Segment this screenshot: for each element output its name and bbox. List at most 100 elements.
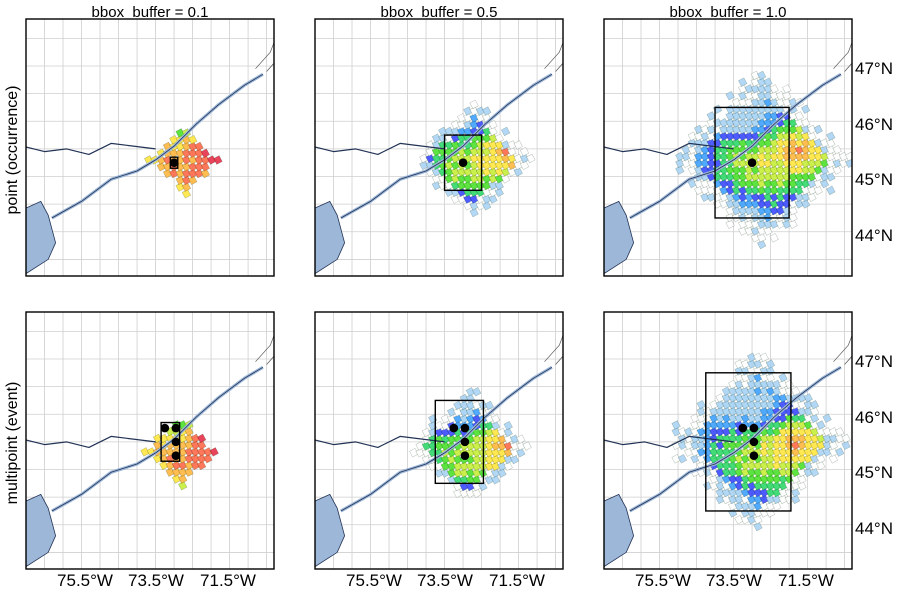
heat-cell (809, 399, 820, 410)
heat-cell (197, 433, 207, 444)
sample-point (169, 158, 179, 167)
map-panel-r1-c2 (314, 18, 564, 277)
heat-cell (178, 474, 188, 484)
st-lawrence-coast (340, 73, 553, 219)
heat-cell (841, 440, 851, 451)
heat-cell (757, 70, 767, 81)
sample-point (749, 437, 759, 447)
x-tick-label-3: 71.5°W (200, 571, 256, 590)
heat-cell (826, 131, 836, 142)
panel-frame (603, 18, 853, 277)
map-panels (25, 18, 853, 570)
heat-cell (677, 454, 688, 464)
heat-cell (816, 460, 826, 471)
row-labels: point (occurrence) multipoint (event) (4, 86, 21, 505)
estuary-coast-2 (544, 41, 563, 69)
ottawa-river (26, 435, 156, 448)
heat-cell (188, 175, 198, 186)
sample-point (458, 158, 468, 167)
heat-cell (507, 146, 517, 157)
heat-cell (188, 134, 198, 145)
sample-point (460, 437, 470, 447)
map-panel-r1-c1 (25, 18, 275, 277)
heat-cell (763, 226, 773, 236)
heat-cell (826, 172, 836, 182)
heat-cell (828, 454, 839, 464)
heat-cell (791, 386, 801, 396)
sample-point (460, 423, 470, 433)
sample-point (460, 451, 470, 460)
heat-cell (801, 118, 811, 128)
lake-ontario (26, 200, 57, 275)
estuary-coast-2 (833, 41, 852, 69)
estuary-coast-2 (255, 334, 274, 362)
heat-cell (491, 475, 501, 485)
heat-cell (757, 233, 767, 243)
lake-ontario (604, 200, 635, 275)
heat-cell (513, 167, 523, 177)
x-tick-label-6: 71.5°W (489, 571, 545, 590)
heat-cell (819, 178, 830, 189)
heat-cell (497, 468, 507, 478)
heat-cell (197, 460, 207, 471)
sample-point (738, 423, 748, 433)
heat-cell (675, 165, 685, 175)
heat-cell (509, 454, 520, 465)
panel-frame (314, 311, 564, 570)
x-tick-label-9: 71.5°W (778, 571, 834, 590)
heat-cell (503, 420, 513, 431)
heat-cell (725, 90, 735, 101)
heat-cell (797, 481, 807, 491)
heat-cell (809, 406, 820, 417)
x-tick-label-2: 73.5°W (128, 571, 184, 590)
heat-cell (763, 77, 773, 87)
sample-point (160, 423, 170, 433)
sample-point (449, 423, 459, 433)
estuary-coast-2 (833, 334, 852, 362)
ottawa-river (604, 435, 734, 448)
heat-cell (513, 140, 523, 150)
heat-cell (503, 461, 513, 472)
heat-cell (472, 387, 482, 397)
row-label-1: point (occurrence) (4, 86, 21, 215)
panel-frame (25, 18, 275, 277)
heat-cell (696, 399, 706, 410)
heat-cell (482, 201, 492, 211)
heat-cell (491, 420, 501, 431)
heat-cell (181, 189, 192, 199)
y-tick-label-5: 47°N (855, 352, 893, 371)
panel-frame (25, 311, 275, 570)
y-tick-label-1: 47°N (855, 59, 893, 78)
sample-point (171, 423, 181, 433)
heat-cell (184, 467, 194, 477)
heat-cell (782, 84, 792, 94)
heat-cell (494, 133, 504, 143)
land (26, 312, 274, 569)
heat-cell (778, 372, 788, 383)
heat-cell (482, 106, 492, 116)
heat-cell (200, 148, 210, 158)
st-lawrence-coast (51, 366, 264, 512)
heat-cell (197, 440, 207, 450)
heat-cell (203, 453, 213, 464)
heat-cell (178, 480, 188, 491)
heat-cell (200, 168, 210, 179)
heat-cell (832, 165, 842, 175)
y-axis-ticks: 47°N 46°N 45°N 44°N 47°N 46°N 45°N 44°N (855, 59, 893, 538)
heat-cell (494, 180, 504, 191)
row-label-2: multipoint (event) (4, 382, 21, 505)
heat-cell (769, 233, 779, 243)
map-panel-r1-c3 (603, 18, 853, 277)
heat-cell (803, 393, 813, 403)
x-axis-ticks: 75.5°W 73.5°W 71.5°W 75.5°W 73.5°W 71.5°… (57, 571, 834, 590)
heat-cell (765, 372, 776, 383)
heat-cell (519, 160, 530, 171)
heat-cell (213, 155, 223, 165)
heat-cell (797, 474, 807, 484)
heat-cell (769, 84, 779, 94)
st-lawrence-coast (629, 73, 842, 219)
heat-cell (809, 467, 820, 478)
x-tick-label-7: 75.5°W (635, 571, 691, 590)
heat-cell (516, 447, 526, 458)
